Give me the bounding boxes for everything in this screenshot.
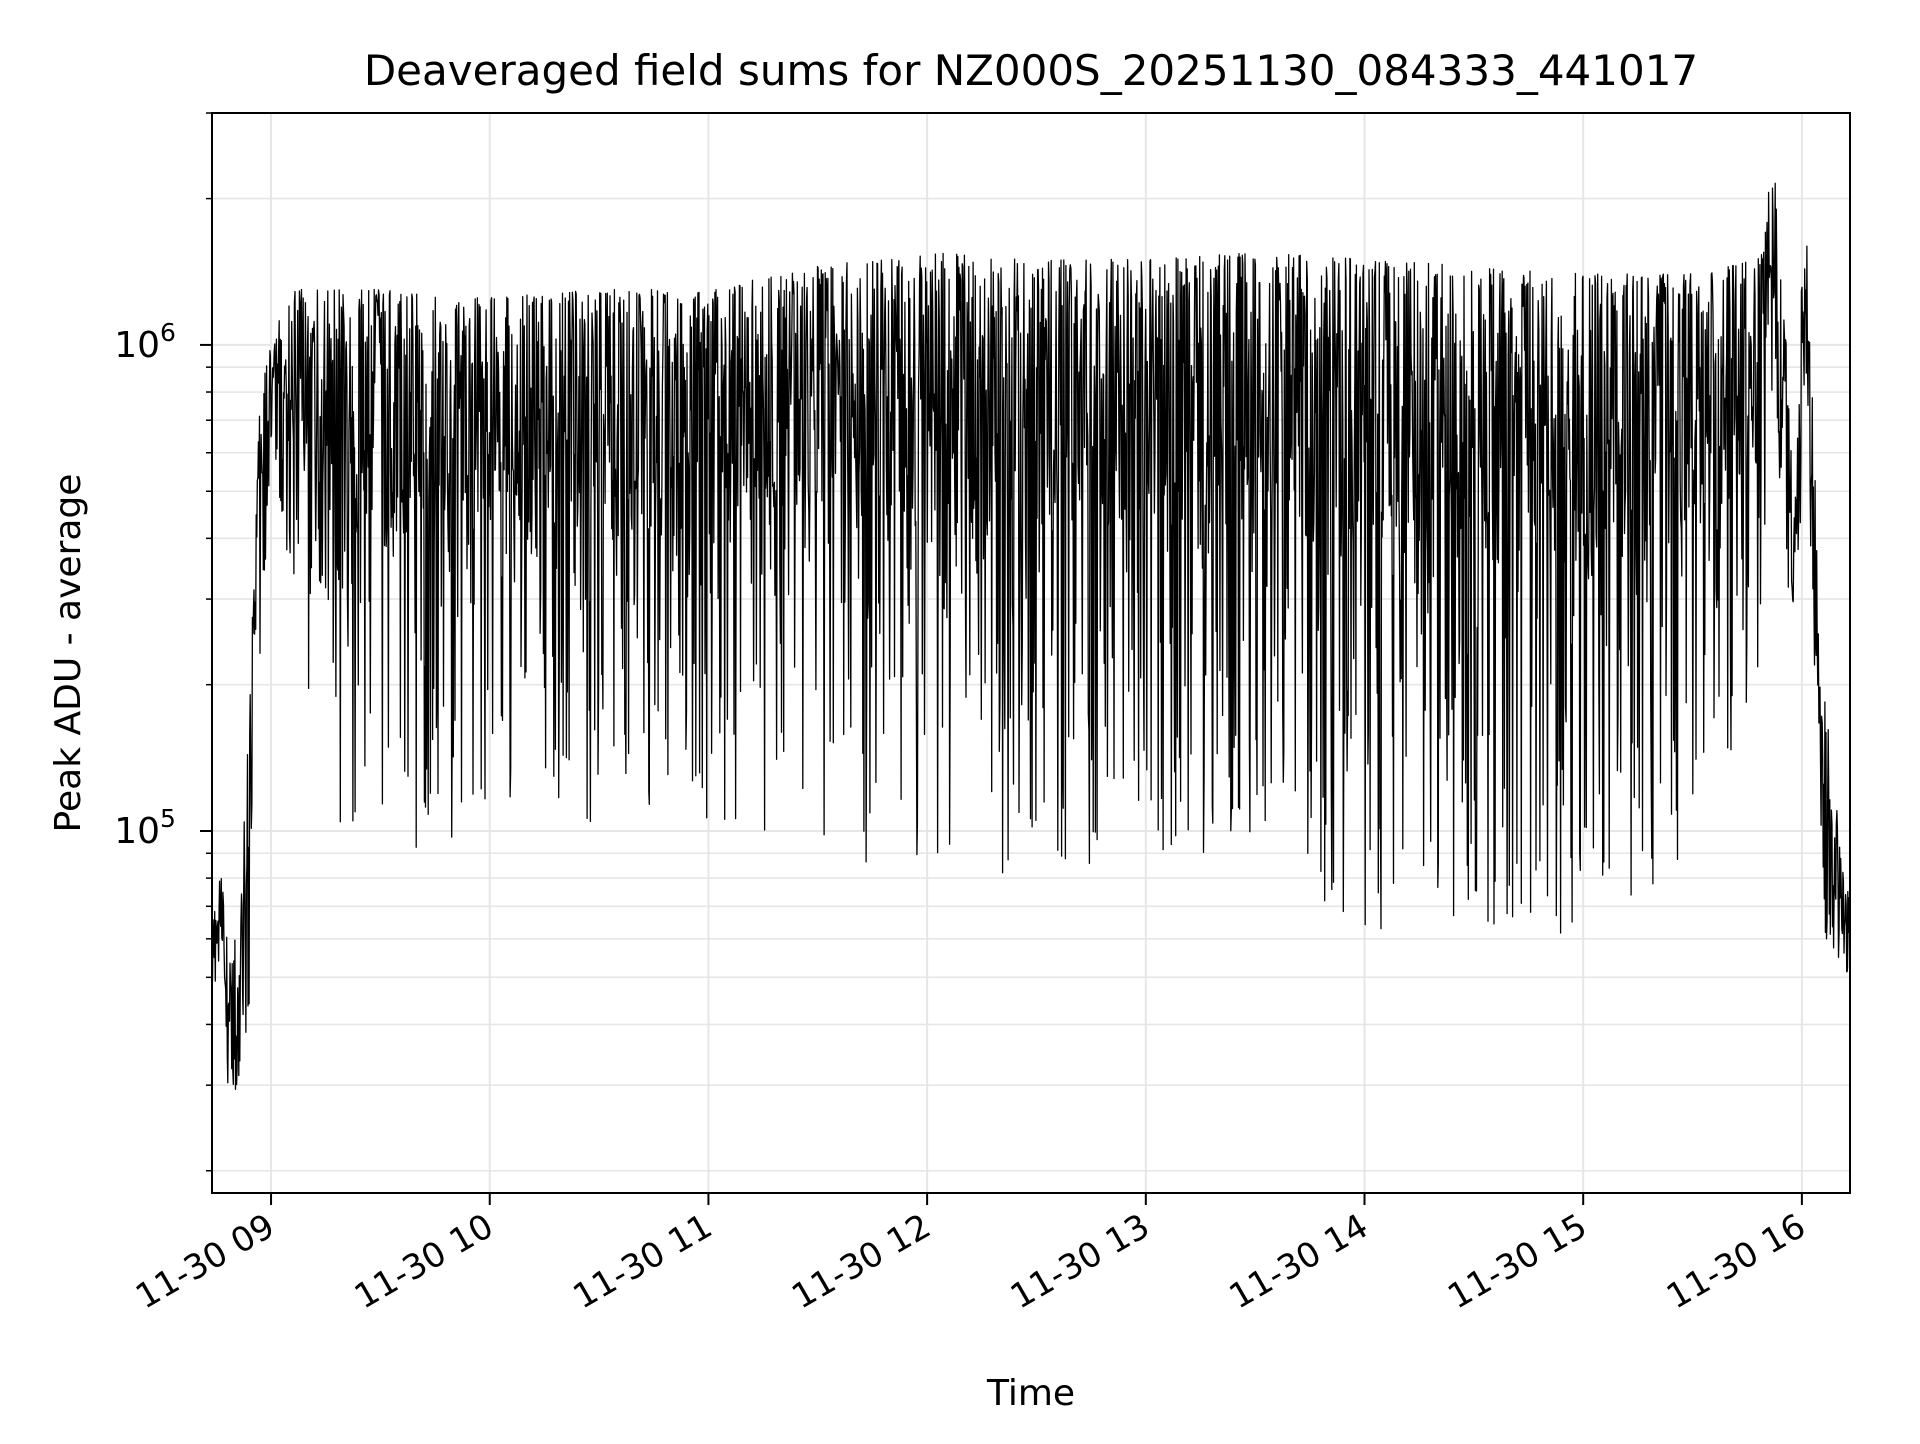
y-tick-label-exponent: 6	[160, 318, 176, 347]
y-axis-label: Peak ADU - average	[48, 474, 89, 833]
y-tick-label-base: 10	[114, 811, 160, 852]
y-tick-label: 10	[114, 325, 160, 366]
x-axis-label: Time	[986, 1373, 1075, 1414]
y-tick-label-base: 10	[114, 325, 160, 366]
data-layer	[211, 182, 1851, 1090]
y-tick-label-exponent: 5	[160, 804, 176, 833]
chart-title: Deaveraged field sums for NZ000S_2025113…	[364, 46, 1698, 95]
series-line	[211, 182, 1851, 1090]
plot-frame	[211, 112, 1851, 1194]
y-tick-label: 10	[114, 811, 160, 852]
